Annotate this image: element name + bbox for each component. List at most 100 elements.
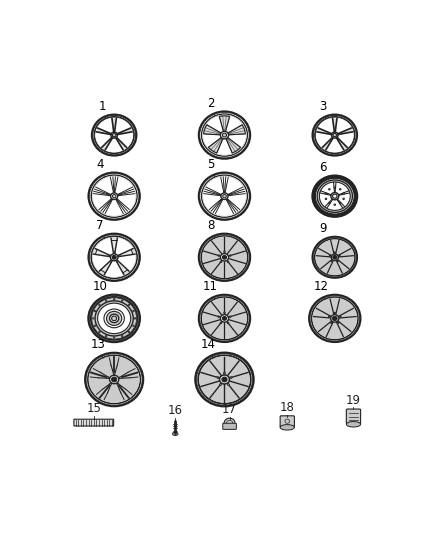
- Polygon shape: [117, 248, 135, 257]
- Ellipse shape: [219, 384, 221, 385]
- Ellipse shape: [328, 189, 330, 190]
- Text: 16: 16: [168, 404, 183, 417]
- Ellipse shape: [200, 296, 249, 341]
- Ellipse shape: [339, 189, 341, 190]
- Polygon shape: [336, 320, 351, 336]
- Ellipse shape: [202, 298, 247, 339]
- Text: 2: 2: [207, 97, 214, 110]
- Ellipse shape: [337, 134, 338, 135]
- Ellipse shape: [133, 310, 134, 312]
- Ellipse shape: [317, 180, 353, 213]
- Ellipse shape: [89, 235, 139, 280]
- Ellipse shape: [328, 203, 330, 204]
- Ellipse shape: [339, 316, 341, 318]
- Ellipse shape: [334, 312, 336, 314]
- Ellipse shape: [314, 238, 356, 277]
- Ellipse shape: [112, 377, 117, 382]
- Ellipse shape: [331, 254, 338, 261]
- Ellipse shape: [113, 133, 116, 136]
- Ellipse shape: [110, 261, 112, 262]
- Ellipse shape: [336, 136, 337, 138]
- Ellipse shape: [339, 255, 340, 256]
- Polygon shape: [316, 248, 332, 257]
- Ellipse shape: [128, 332, 130, 333]
- Ellipse shape: [223, 372, 226, 374]
- Text: 13: 13: [91, 338, 106, 351]
- Ellipse shape: [224, 312, 225, 313]
- Ellipse shape: [112, 316, 117, 321]
- Ellipse shape: [202, 115, 247, 156]
- Ellipse shape: [224, 251, 225, 252]
- Ellipse shape: [116, 134, 117, 135]
- Ellipse shape: [113, 195, 116, 198]
- Ellipse shape: [107, 377, 109, 378]
- Ellipse shape: [113, 252, 115, 253]
- Ellipse shape: [119, 255, 120, 256]
- Ellipse shape: [203, 116, 246, 155]
- Ellipse shape: [221, 193, 228, 199]
- FancyBboxPatch shape: [223, 423, 237, 430]
- Ellipse shape: [230, 377, 232, 378]
- Ellipse shape: [106, 311, 122, 326]
- Ellipse shape: [228, 384, 230, 385]
- Ellipse shape: [92, 237, 136, 278]
- Ellipse shape: [115, 136, 116, 138]
- Ellipse shape: [315, 179, 354, 214]
- Polygon shape: [336, 259, 349, 273]
- Polygon shape: [117, 128, 131, 135]
- Ellipse shape: [337, 322, 339, 324]
- Polygon shape: [208, 138, 223, 153]
- Ellipse shape: [112, 255, 116, 259]
- Ellipse shape: [88, 173, 140, 220]
- Ellipse shape: [93, 238, 135, 277]
- Text: 9: 9: [319, 222, 326, 235]
- Polygon shape: [99, 260, 113, 274]
- Text: 1: 1: [98, 100, 106, 113]
- Ellipse shape: [199, 295, 250, 342]
- Ellipse shape: [217, 377, 219, 378]
- Polygon shape: [337, 128, 352, 135]
- Text: 4: 4: [96, 158, 104, 171]
- Ellipse shape: [133, 325, 134, 326]
- Ellipse shape: [223, 255, 226, 259]
- Ellipse shape: [121, 335, 123, 337]
- Ellipse shape: [314, 115, 356, 155]
- Ellipse shape: [223, 133, 226, 137]
- Ellipse shape: [218, 316, 219, 317]
- Ellipse shape: [88, 234, 140, 281]
- Polygon shape: [116, 260, 129, 274]
- Ellipse shape: [93, 176, 135, 216]
- Ellipse shape: [95, 117, 134, 153]
- Polygon shape: [112, 119, 116, 133]
- Ellipse shape: [313, 176, 357, 216]
- Ellipse shape: [93, 115, 135, 155]
- Ellipse shape: [223, 195, 226, 198]
- Ellipse shape: [220, 254, 229, 261]
- Polygon shape: [330, 299, 339, 315]
- Polygon shape: [323, 137, 333, 149]
- Polygon shape: [116, 137, 126, 149]
- Ellipse shape: [199, 234, 250, 281]
- Polygon shape: [337, 248, 353, 257]
- Ellipse shape: [331, 192, 339, 200]
- Ellipse shape: [196, 353, 253, 406]
- Ellipse shape: [219, 375, 230, 384]
- Ellipse shape: [227, 261, 229, 263]
- Polygon shape: [97, 128, 112, 135]
- Ellipse shape: [94, 325, 95, 326]
- Ellipse shape: [309, 295, 360, 342]
- Ellipse shape: [110, 254, 118, 261]
- Ellipse shape: [117, 384, 119, 385]
- Polygon shape: [336, 137, 347, 149]
- Polygon shape: [331, 240, 339, 255]
- Ellipse shape: [92, 115, 136, 156]
- Ellipse shape: [104, 309, 124, 328]
- Ellipse shape: [99, 332, 100, 333]
- Ellipse shape: [89, 356, 140, 403]
- Text: 11: 11: [203, 280, 218, 293]
- Ellipse shape: [134, 318, 136, 319]
- Ellipse shape: [89, 296, 139, 341]
- Polygon shape: [338, 309, 356, 318]
- Ellipse shape: [230, 316, 231, 317]
- Ellipse shape: [343, 198, 344, 199]
